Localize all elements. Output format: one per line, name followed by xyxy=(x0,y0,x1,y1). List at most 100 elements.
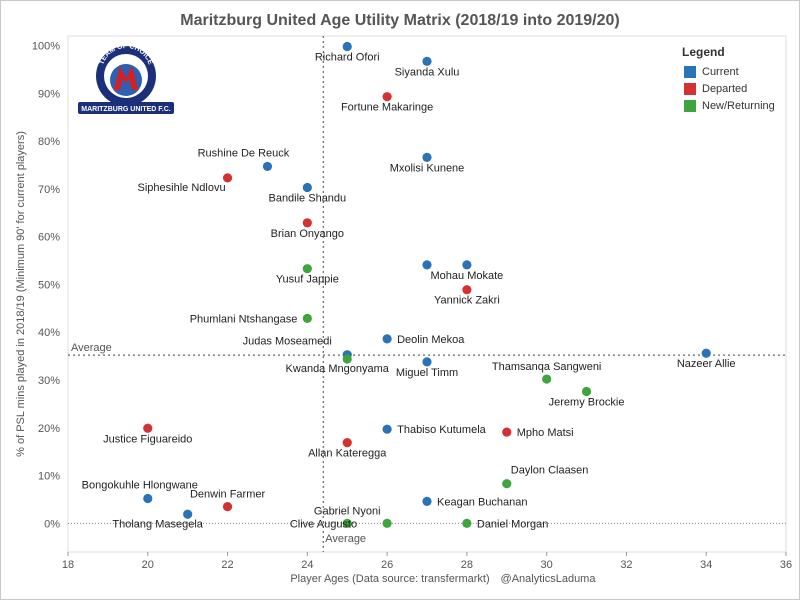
point-label: Phumlani Ntshangase xyxy=(190,313,298,325)
point-label: Tholang Masegela xyxy=(112,518,203,530)
legend-label: Departed xyxy=(702,82,748,95)
legend-swatch xyxy=(684,65,696,78)
x-tick-label: 36 xyxy=(780,559,792,571)
data-point xyxy=(542,374,552,384)
data-point xyxy=(222,502,233,512)
plot-area-border xyxy=(67,35,787,553)
x-tick-label: 28 xyxy=(461,559,473,571)
x-tick-label: 26 xyxy=(381,559,393,571)
data-point xyxy=(422,152,432,162)
y-tick-label: 90% xyxy=(38,88,60,100)
point-label: Jeremy Brockie xyxy=(549,396,625,408)
data-point xyxy=(502,427,512,437)
club-logo: TEAM OF CHOICE MARITZBURG UNITED F.C. xyxy=(78,43,174,114)
data-point xyxy=(422,260,432,270)
point-label: Mohau Mokate xyxy=(431,270,504,282)
data-point xyxy=(382,518,392,528)
data-point xyxy=(302,182,312,193)
legend-swatch xyxy=(684,82,696,95)
point-label: Thabiso Kutumela xyxy=(397,424,487,436)
point-label: Yusuf Jappie xyxy=(276,274,339,286)
point-label: Justice Figuareido xyxy=(103,433,192,445)
chart-title: Maritzburg United Age Utility Matrix (20… xyxy=(180,12,620,29)
data-point xyxy=(382,424,392,434)
data-point xyxy=(422,56,432,66)
data-point xyxy=(382,334,392,344)
x-tick-label: 34 xyxy=(700,559,712,571)
data-point xyxy=(462,260,472,270)
y-average-label: Average xyxy=(71,342,112,354)
grid-layer xyxy=(67,35,787,553)
legend-entries: Current Departed New/Returning xyxy=(676,63,794,114)
point-label: Miguel Timm xyxy=(396,367,458,379)
data-point xyxy=(462,518,472,528)
data-point xyxy=(143,423,153,433)
data-point xyxy=(342,354,352,364)
data-points xyxy=(143,41,711,528)
x-tick-label: 32 xyxy=(620,559,632,571)
data-point xyxy=(462,285,472,295)
legend: Legend Current Departed New/Returning xyxy=(676,45,794,114)
x-axis-title: Player Ages (Data source: transfermarkt) xyxy=(290,573,489,585)
x-tick-label: 18 xyxy=(62,559,74,571)
point-label: Bandile Shandu xyxy=(268,192,346,204)
x-tick-label: 24 xyxy=(301,559,313,571)
data-point xyxy=(342,437,352,448)
y-tick-label: 100% xyxy=(32,41,60,53)
x-tick-label: 22 xyxy=(221,559,233,571)
data-point xyxy=(143,493,153,504)
data-point xyxy=(222,173,233,183)
point-label: Rushine De Reuck xyxy=(198,147,290,159)
point-label: Judas Moseamedi xyxy=(243,336,332,348)
point-labels: Richard Ofori Siyanda Xulu Mxolisi Kunene R… xyxy=(82,52,736,531)
y-tick-label: 30% xyxy=(38,375,60,387)
point-label: Thamsanqa Sangweni xyxy=(492,361,601,373)
data-point xyxy=(382,92,392,102)
point-label: Deolin Mekoa xyxy=(397,334,465,346)
x-average-label: Average xyxy=(325,533,366,545)
legend-label: New/Returning xyxy=(702,99,775,112)
y-axis-title: % of PSL mins played in 2018/19 (Minimum… xyxy=(15,131,27,457)
legend-swatch xyxy=(684,99,696,112)
data-point xyxy=(581,386,592,397)
data-point xyxy=(502,479,512,489)
legend-entry: Current xyxy=(676,63,794,80)
data-point xyxy=(302,218,312,228)
y-tick-label: 50% xyxy=(38,279,60,291)
y-tick-label: 20% xyxy=(38,423,60,435)
point-label: Brian Onyango xyxy=(271,228,344,240)
average-reference-lines xyxy=(68,36,786,552)
legend-entry: New/Returning xyxy=(676,97,794,114)
point-label: Yannick Zakri xyxy=(434,295,500,307)
legend-label: Current xyxy=(702,65,739,78)
y-tick-label: 40% xyxy=(38,327,60,339)
data-point xyxy=(262,161,273,172)
point-label: Richard Ofori xyxy=(315,52,380,64)
legend-entry: Departed xyxy=(676,80,794,97)
point-label: Mxolisi Kunene xyxy=(390,162,465,174)
logo-m-mark xyxy=(114,66,138,90)
point-label: Gabriel Nyoni xyxy=(314,505,381,517)
point-label: Siphesihle Ndlovu xyxy=(138,182,226,194)
point-label: Siyanda Xulu xyxy=(395,66,460,78)
point-label: Allan Kateregga xyxy=(308,448,387,460)
point-label: Keagan Buchanan xyxy=(437,496,528,508)
y-tick-label: 60% xyxy=(38,232,60,244)
credit-text: @AnalyticsLaduma xyxy=(501,573,597,585)
point-label: Kwanda Mngonyama xyxy=(286,363,390,375)
y-tick-label: 10% xyxy=(38,471,60,483)
x-tick-label: 30 xyxy=(541,559,553,571)
x-tick-label: 20 xyxy=(142,559,154,571)
point-label: Bongokuhle Hlongwane xyxy=(82,479,198,491)
data-point xyxy=(422,496,432,506)
point-label: Daniel Morgan xyxy=(477,518,549,530)
logo-bottom-text: MARITZBURG UNITED F.C. xyxy=(81,106,170,113)
data-point xyxy=(701,348,711,358)
logo-banner xyxy=(78,102,174,114)
y-tick-label: 70% xyxy=(38,184,60,196)
point-label: Fortune Makaringe xyxy=(341,102,433,114)
legend-title: Legend xyxy=(682,45,725,59)
point-label: Denwin Farmer xyxy=(190,489,266,501)
point-label: Clive Augusto xyxy=(290,518,357,530)
point-label: Nazeer Allie xyxy=(677,358,736,370)
